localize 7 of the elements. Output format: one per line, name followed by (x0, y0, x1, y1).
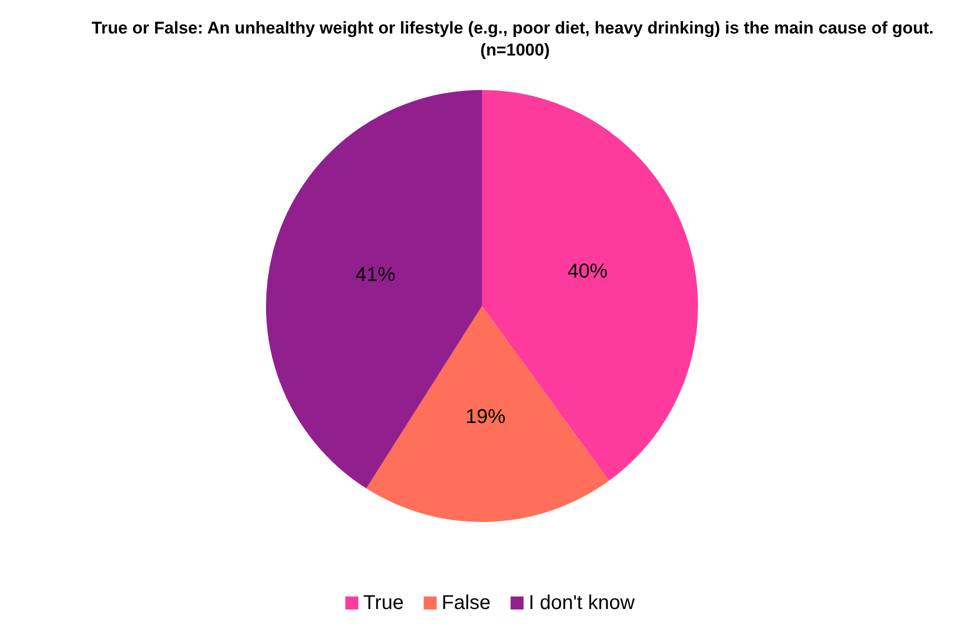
data-label: 19% (465, 406, 506, 428)
legend-label: I don't know (528, 592, 636, 614)
data-label: 41% (355, 264, 396, 286)
chart-title: True or False: An unhealthy weight or lifestyle (e.g., poor diet, heavy drinking) is the main cause of gout. (n=1000) (92, 18, 938, 60)
legend-label: True (363, 592, 404, 614)
data-label: 40% (568, 260, 608, 283)
legend-label: False (442, 592, 491, 614)
